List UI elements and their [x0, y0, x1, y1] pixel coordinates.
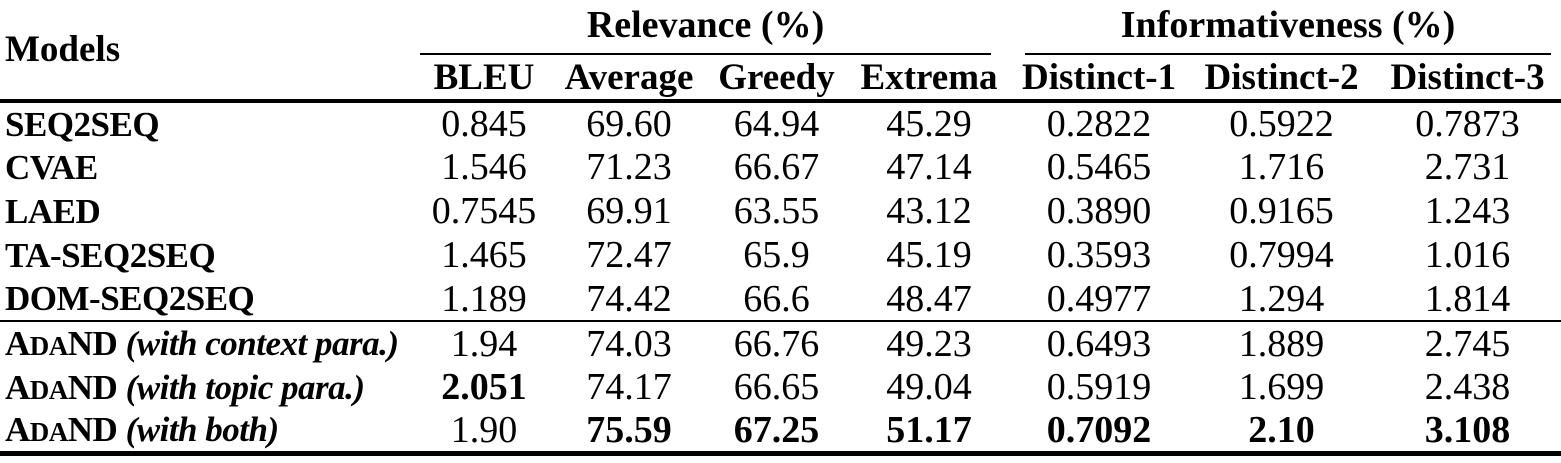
cell-distinct-1: 0.2822 — [1046, 103, 1152, 145]
cell-distinct-3: 2.745 — [1424, 322, 1511, 365]
cell-extrema: 43.12 — [886, 190, 972, 232]
group-label-informativeness: Informativeness (%) — [1025, 0, 1552, 55]
cell-distinct-1: 0.4977 — [1009, 277, 1190, 322]
table-row-dom-seq2seq: DOM-SEQ2SEQ 1.189 74.42 66.6 48.47 0.497… — [0, 277, 1561, 322]
model-name: ADAND (with topic para.) — [5, 367, 365, 407]
cell-bleu: 1.546 — [441, 146, 527, 188]
cell-distinct-1: 0.5919 — [1046, 366, 1152, 408]
group-header-row: Models Relevance (%) Informativeness (%) — [0, 0, 1561, 103]
cell-extrema: 48.47 — [849, 277, 1010, 322]
cell-distinct-2: 0.7994 — [1229, 234, 1334, 276]
cell-extrema: 49.23 — [886, 322, 972, 365]
cell-average: 74.03 — [586, 322, 672, 365]
cell-distinct-2: 1.716 — [1238, 146, 1325, 188]
cell-average: 75.59 — [554, 409, 704, 456]
cell-extrema: 49.04 — [886, 366, 972, 408]
model-name: ADAND (with both) — [0, 409, 414, 456]
group-label-relevance: Relevance (%) — [420, 0, 992, 55]
cell-distinct-3: 2.438 — [1424, 366, 1511, 408]
cell-distinct-1: 0.5465 — [1046, 146, 1152, 188]
cell-distinct-1: 0.3890 — [1046, 190, 1152, 232]
cell-extrema: 45.29 — [886, 103, 972, 145]
column-header-average: Average — [554, 55, 704, 103]
cell-distinct-3: 3.108 — [1374, 409, 1561, 456]
cell-distinct-2: 2.10 — [1189, 409, 1375, 456]
cell-distinct-1: 0.6493 — [1046, 322, 1152, 365]
cell-distinct-2: 0.9165 — [1229, 190, 1334, 232]
column-header-row: BLEU Average Greedy Extrema Distinct-1 D… — [0, 55, 1561, 103]
cell-greedy: 65.9 — [743, 234, 810, 276]
group-header-relevance: Relevance (%) — [414, 0, 1009, 55]
table-row-seq2seq: SEQ2SEQ 0.845 69.60 64.94 45.29 0.2822 0… — [0, 101, 1561, 145]
table-row-adand-topic: ADAND (with topic para.) 2.051 74.17 66.… — [0, 365, 1561, 409]
model-name: LAED — [5, 191, 101, 231]
table-row-ta-seq2seq: TA-SEQ2SEQ 1.465 72.47 65.9 45.19 0.3593… — [0, 233, 1561, 277]
cell-distinct-2: 1.294 — [1189, 277, 1375, 322]
model-name: ADAND (with context para.) — [5, 324, 399, 363]
column-header-distinct-2: Distinct-2 — [1189, 55, 1375, 103]
model-name: DOM-SEQ2SEQ — [0, 277, 414, 322]
cell-bleu: 1.189 — [414, 277, 554, 322]
cell-extrema: 45.19 — [886, 234, 972, 276]
cell-average: 69.60 — [586, 103, 672, 145]
column-header-distinct-1: Distinct-1 — [1009, 55, 1190, 103]
column-header-distinct-3: Distinct-3 — [1374, 55, 1561, 103]
cell-greedy: 63.55 — [733, 190, 820, 232]
cell-greedy: 66.67 — [733, 146, 820, 188]
cell-bleu: 2.051 — [441, 366, 527, 408]
cell-greedy: 66.65 — [733, 366, 820, 408]
column-header-bleu: BLEU — [414, 55, 554, 103]
column-header-extrema: Extrema — [849, 55, 1010, 103]
model-name: CVAE — [5, 147, 98, 187]
cell-extrema: 47.14 — [886, 146, 972, 188]
cell-bleu: 1.465 — [441, 234, 527, 276]
cell-greedy: 66.76 — [733, 322, 820, 365]
table-row-adand-context: ADAND (with context para.) 1.94 74.03 66… — [0, 321, 1561, 365]
cell-bleu: 1.94 — [450, 322, 518, 365]
cell-average: 74.42 — [554, 277, 704, 322]
table-row-laed: LAED 0.7545 69.91 63.55 43.12 0.3890 0.9… — [0, 189, 1561, 233]
cell-distinct-3: 2.731 — [1424, 146, 1511, 188]
cell-average: 71.23 — [586, 146, 672, 188]
model-name: TA-SEQ2SEQ — [5, 235, 216, 275]
table-row-adand-both: ADAND (with both) 1.90 75.59 67.25 51.17… — [0, 409, 1561, 456]
table-row-cvae: CVAE 1.546 71.23 66.67 47.14 0.5465 1.71… — [0, 145, 1561, 189]
cell-extrema: 51.17 — [849, 409, 1010, 456]
cell-distinct-2: 0.5922 — [1229, 103, 1334, 145]
models-column-header: Models — [0, 0, 414, 103]
group-header-informativeness: Informativeness (%) — [1009, 0, 1561, 55]
cell-greedy: 64.94 — [733, 103, 820, 145]
cell-bleu: 0.845 — [441, 103, 527, 145]
cell-average: 74.17 — [586, 366, 672, 408]
cell-bleu: 1.90 — [414, 409, 554, 456]
cell-distinct-3: 1.243 — [1424, 190, 1511, 232]
model-name: SEQ2SEQ — [5, 104, 160, 144]
cell-distinct-2: 1.699 — [1238, 366, 1325, 408]
cell-average: 69.91 — [586, 190, 672, 232]
cell-distinct-2: 1.889 — [1238, 322, 1325, 365]
cell-average: 72.47 — [586, 234, 672, 276]
cell-greedy: 66.6 — [704, 277, 849, 322]
cell-distinct-1: 0.3593 — [1046, 234, 1152, 276]
cell-distinct-3: 0.7873 — [1415, 103, 1520, 145]
cell-bleu: 0.7545 — [431, 190, 537, 232]
cell-distinct-3: 1.814 — [1374, 277, 1561, 322]
cell-distinct-1: 0.7092 — [1009, 409, 1190, 456]
column-header-greedy: Greedy — [704, 55, 849, 103]
cell-greedy: 67.25 — [704, 409, 849, 456]
cell-distinct-3: 1.016 — [1424, 234, 1511, 276]
